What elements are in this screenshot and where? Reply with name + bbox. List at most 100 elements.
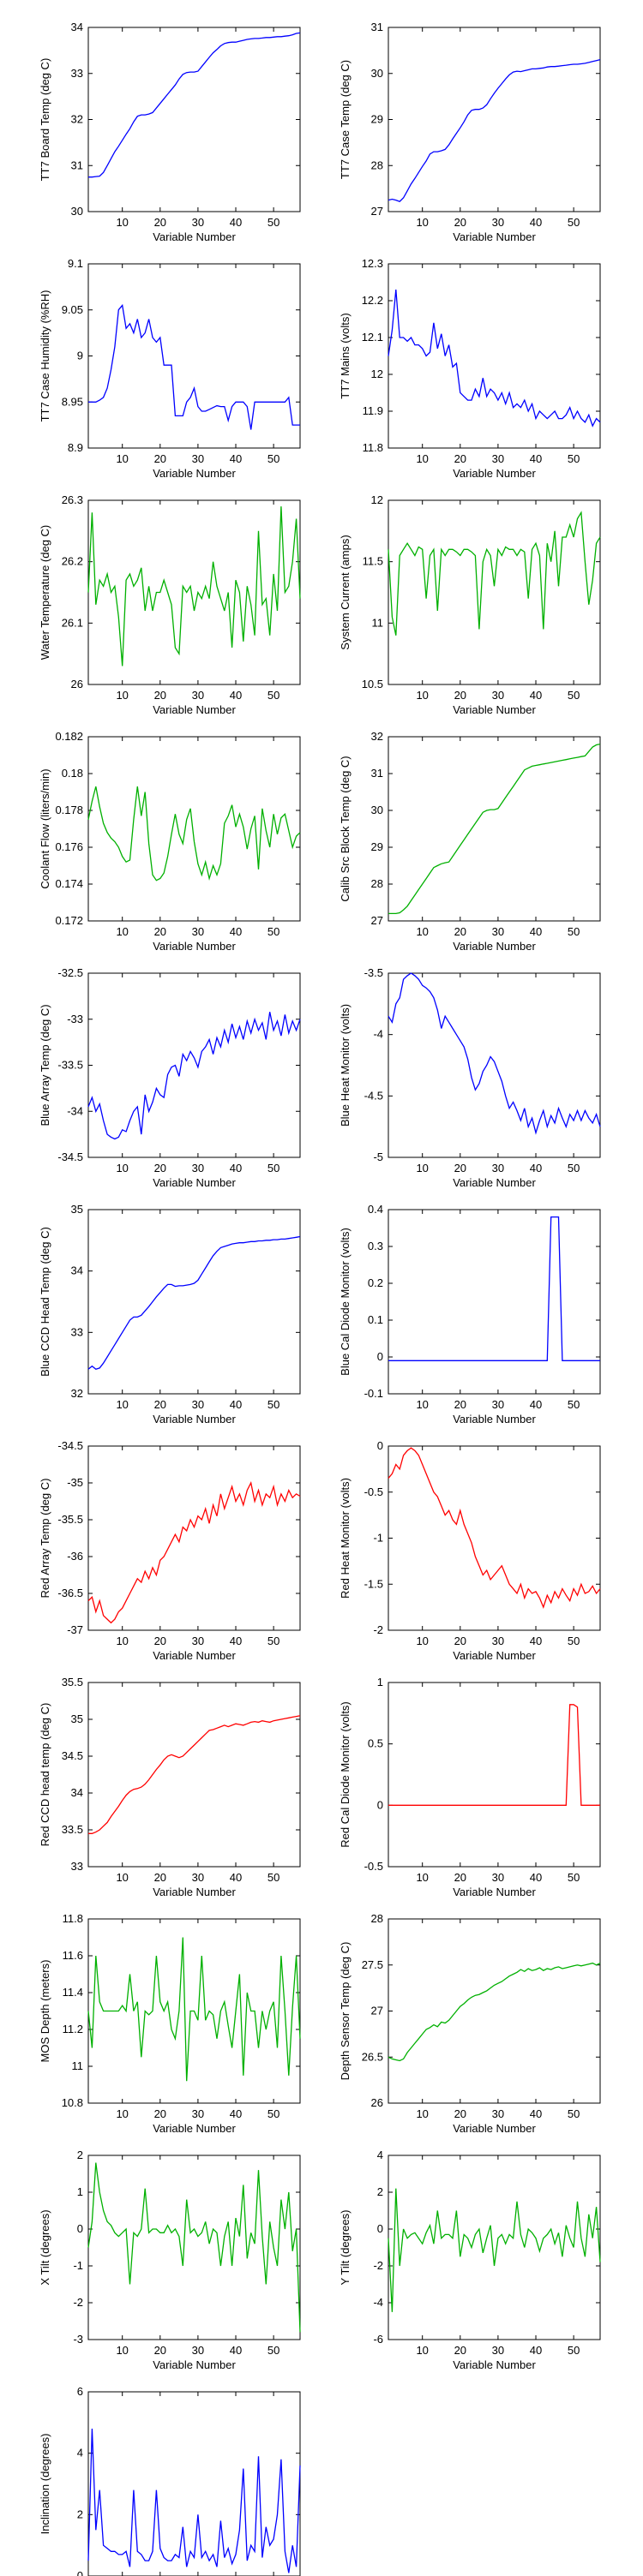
chart-6-system-current-amps: 10 20 30 40 50 10.5 11 11.5 12 Variable Number Sys… [339,493,601,716]
chart-9-y-axis-label: Blue Array Temp (deg C) [39,1004,51,1126]
chart-13-y-tick-label: -35.5 [57,1513,83,1526]
chart-2-y-tick-label: 29 [371,113,383,126]
chart-10-x-axis-label: Variable Number [453,1176,536,1189]
chart-10-x-tick-label: 50 [568,1162,580,1174]
chart-13-x-tick-label: 50 [267,1635,279,1647]
chart-14-x-tick-label: 40 [530,1635,542,1647]
chart-18-x-tick-label: 40 [530,2107,542,2120]
chart-1-x-tick-label: 10 [116,216,128,229]
chart-9-y-tick-label: -34 [67,1104,83,1117]
chart-10-blue-heat-monitor-volts: 10 20 30 40 50 -5 -4.5 -4 -3.5 Variable Number Blu… [339,966,601,1189]
chart-15-x-tick-label: 40 [230,1871,242,1884]
chart-1-plot-frame [87,27,301,212]
chart-11-x-tick-label: 20 [154,1398,166,1411]
chart-3-x-axis-label: Variable Number [153,467,236,480]
chart-12-y-tick-label: 0.4 [368,1203,383,1216]
chart-7-y-tick-label: 0.178 [55,804,83,816]
chart-21-y-tick-label: 4 [77,2447,83,2459]
chart-2-x-tick-label: 30 [492,216,504,229]
chart-20-y-tick-label: -6 [373,2333,383,2346]
chart-13-x-tick-label: 10 [116,1635,128,1647]
chart-6-y-tick-label: 12 [371,493,383,506]
chart-20-y-axis-label: Y Tilt (degrees) [339,2210,352,2286]
chart-3-y-axis-label: TT7 Case Humidity (%RH) [39,290,51,422]
chart-10-y-tick-label: -4.5 [364,1089,383,1102]
chart-18-series-line [388,1962,601,2062]
chart-14-y-tick-label: 0 [377,1439,383,1452]
chart-12-y-tick-label: 0.1 [368,1313,383,1326]
chart-3-plot-frame [87,263,301,449]
chart-4-x-tick-label: 50 [568,452,580,465]
chart-20-x-tick-label: 40 [530,2344,542,2357]
chart-15-plot-frame [87,1682,301,1868]
chart-18-y-tick-label: 27.5 [362,1958,383,1971]
chart-9-x-axis-label: Variable Number [153,1176,236,1189]
chart-17-mos-depth-meters: 10 20 30 40 50 10.8 11 11.2 11.4 11.6 11.8 Variable… [39,1912,301,2135]
chart-2-x-tick-label: 50 [568,216,580,229]
chart-17-x-tick-label: 10 [116,2107,128,2120]
chart-17-y-tick-label: 11.6 [63,1949,83,1962]
chart-6-x-tick-label: 10 [416,689,428,702]
chart-14-x-tick-label: 20 [454,1635,466,1647]
chart-13-plot-frame [87,1445,301,1631]
chart-18-x-tick-label: 20 [454,2107,466,2120]
chart-9-x-tick-label: 40 [230,1162,242,1174]
chart-8-x-tick-label: 50 [568,925,580,938]
chart-19-y-tick-label: 2 [77,2149,83,2161]
chart-19-x-tilt-degrees: 10 20 30 40 50 -3 -2 -1 0 1 2 Variable Number X Tilt… [39,2149,301,2371]
chart-18-x-tick-label: 50 [568,2107,580,2120]
chart-12-y-tick-label: 0.2 [368,1276,383,1289]
chart-14-red-heat-monitor-volts: 10 20 30 40 50 -2 -1.5 -1 -0.5 0 Variable Number Re… [339,1439,601,1662]
chart-19-y-tick-label: -3 [73,2333,83,2346]
chart-9-x-tick-label: 20 [154,1162,166,1174]
chart-14-y-tick-label: -2 [373,1623,383,1636]
chart-12-x-tick-label: 40 [530,1398,542,1411]
chart-7-y-tick-label: 0.18 [62,767,83,780]
chart-7-y-tick-label: 0.174 [55,877,83,890]
chart-11-blue-ccd-head-temp-deg-c: 10 20 30 40 50 32 33 34 35 Variable Number Blue CC… [39,1203,301,1425]
chart-3-y-tick-label: 8.9 [68,441,83,454]
chart-11-y-tick-label: 35 [71,1203,83,1216]
chart-19-x-tick-label: 40 [230,2344,242,2357]
chart-5-series-line [87,506,301,666]
chart-9-series-line [87,1012,301,1140]
chart-15-y-tick-label: 34 [71,1786,83,1799]
chart-5-y-tick-label: 26.3 [62,493,83,506]
chart-8-y-tick-label: 31 [371,767,383,780]
chart-12-x-tick-label: 20 [454,1398,466,1411]
chart-7-y-tick-label: 0.176 [55,840,83,853]
chart-13-y-tick-label: -36 [67,1550,83,1563]
chart-12-series-line [388,1216,600,1361]
chart-2-y-tick-label: 31 [371,21,383,33]
chart-9-y-tick-label: -32.5 [57,966,83,979]
chart-14-y-tick-label: -1 [373,1532,383,1545]
chart-8-x-axis-label: Variable Number [453,940,536,953]
chart-8-x-tick-label: 30 [492,925,504,938]
chart-14-x-tick-label: 50 [568,1635,580,1647]
chart-1-y-tick-label: 30 [71,205,83,218]
chart-3-x-tick-label: 30 [192,452,204,465]
chart-8-calib-src-block-temp-deg-c: 10 20 30 40 50 27 28 29 30 31 32 Variable Number Cal… [339,730,601,953]
chart-15-x-tick-label: 20 [154,1871,166,1884]
chart-11-y-tick-label: 32 [71,1387,83,1400]
chart-3-x-tick-label: 10 [116,452,128,465]
chart-4-x-tick-label: 10 [416,452,428,465]
chart-14-y-tick-label: -0.5 [364,1485,383,1498]
chart-2-series-line [388,58,601,202]
chart-9-x-tick-label: 30 [192,1162,204,1174]
chart-4-x-axis-label: Variable Number [453,467,536,480]
chart-15-y-tick-label: 33.5 [62,1823,83,1836]
chart-21-series-line [87,2428,301,2573]
chart-6-series-line [388,511,601,636]
chart-18-y-tick-label: 26 [371,2096,383,2109]
chart-11-x-axis-label: Variable Number [153,1413,236,1425]
chart-9-x-tick-label: 10 [116,1162,128,1174]
chart-20-x-axis-label: Variable Number [453,2358,536,2371]
chart-11-x-tick-label: 30 [192,1398,204,1411]
chart-5-y-tick-label: 26.2 [62,555,83,568]
chart-12-plot-frame [388,1209,601,1395]
chart-15-y-axis-label: Red CCD head temp (deg C) [39,1703,51,1847]
chart-19-y-tick-label: 1 [77,2185,83,2198]
chart-10-y-tick-label: -4 [373,1028,383,1041]
